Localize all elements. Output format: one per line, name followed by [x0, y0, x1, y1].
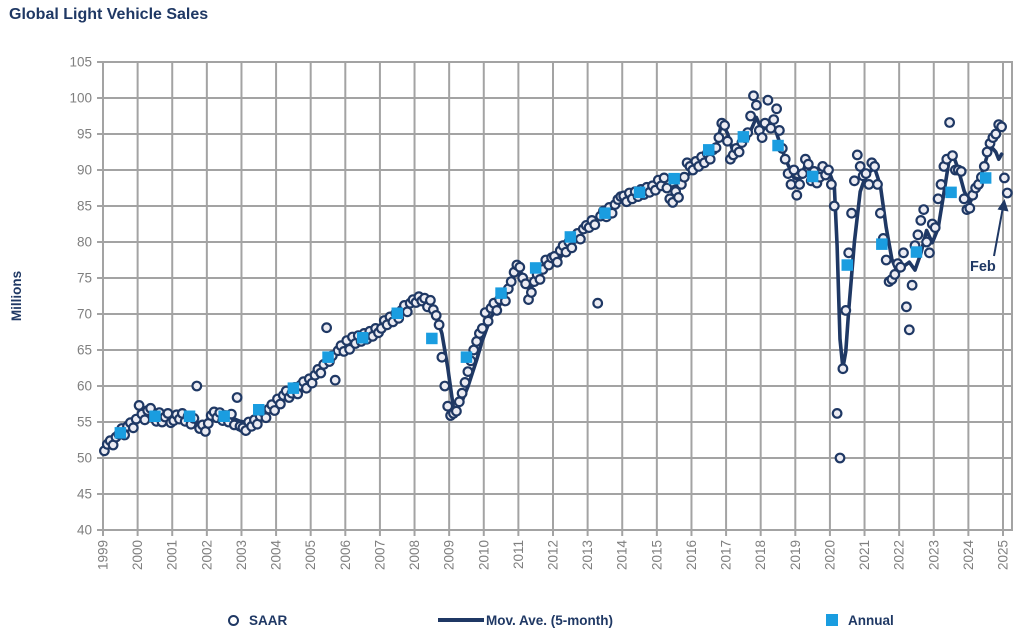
gridlines	[102, 61, 1012, 531]
feb-annotation-arrow	[993, 206, 1004, 257]
svg-text:2025: 2025	[996, 540, 1011, 570]
saar-scatter-points	[98, 90, 1013, 464]
svg-text:2009: 2009	[442, 540, 457, 570]
svg-text:2019: 2019	[788, 540, 803, 570]
legend-item-moving-average: Mov. Ave. (5-month)	[438, 608, 613, 632]
svg-text:2006: 2006	[338, 540, 353, 570]
svg-text:50: 50	[77, 451, 92, 466]
legend-label: SAAR	[249, 612, 288, 628]
feb-annotation-label: Feb	[970, 259, 996, 275]
svg-text:70: 70	[77, 307, 92, 322]
svg-text:2023: 2023	[926, 540, 941, 570]
annual-square-marker-icon	[826, 614, 838, 626]
svg-text:60: 60	[77, 379, 92, 394]
svg-text:2008: 2008	[407, 540, 422, 570]
x-axis-tick-labels: 1999 2000 2001 2002 2003 2004 2005 2006 2007 2008…	[96, 540, 1011, 571]
svg-text:2014: 2014	[615, 540, 630, 571]
legend-label: Mov. Ave. (5-month)	[486, 612, 613, 628]
svg-text:2013: 2013	[580, 540, 595, 570]
svg-text:2002: 2002	[199, 540, 214, 570]
svg-text:2015: 2015	[649, 540, 664, 570]
moving-average-line	[108, 115, 1004, 447]
svg-text:2003: 2003	[234, 540, 249, 570]
saar-circle-marker-icon	[228, 614, 239, 626]
svg-text:2012: 2012	[546, 540, 561, 570]
svg-text:65: 65	[77, 343, 92, 358]
svg-text:100: 100	[69, 91, 92, 106]
legend-item-annual: Annual	[826, 608, 894, 632]
svg-text:2000: 2000	[130, 540, 145, 570]
feb-annotation-arrowhead	[997, 199, 1009, 212]
svg-text:2004: 2004	[269, 540, 284, 571]
feb-annotation: Feb	[970, 199, 1009, 275]
svg-text:2021: 2021	[857, 540, 872, 570]
svg-text:90: 90	[77, 163, 92, 178]
axis-ticks	[97, 61, 1005, 536]
svg-text:105: 105	[69, 55, 92, 70]
moving-average-line-marker-icon	[438, 618, 484, 622]
svg-text:2020: 2020	[822, 540, 837, 570]
svg-text:2007: 2007	[372, 540, 387, 570]
sales-chart-plot: 40 45 50 55 60 65 70 75 80 85 90 95 100 105 1999 2000 20…	[9, 55, 1013, 571]
svg-text:40: 40	[77, 523, 92, 538]
svg-text:45: 45	[77, 487, 92, 502]
svg-text:55: 55	[77, 415, 92, 430]
legend-item-saar: SAAR	[228, 608, 287, 632]
svg-text:85: 85	[77, 199, 92, 214]
svg-text:80: 80	[77, 235, 92, 250]
svg-text:2011: 2011	[511, 540, 526, 569]
legend-label: Annual	[848, 612, 894, 628]
svg-text:2017: 2017	[719, 540, 734, 570]
svg-text:95: 95	[77, 127, 92, 142]
plot-border	[102, 61, 1013, 531]
y-axis-tick-labels: 40 45 50 55 60 65 70 75 80 85 90 95 100 105	[69, 55, 92, 538]
svg-text:2005: 2005	[303, 540, 318, 570]
chart-legend: SAAR Mov. Ave. (5-month) Annual	[0, 608, 1024, 634]
svg-text:2001: 2001	[165, 540, 180, 570]
svg-text:2016: 2016	[684, 540, 699, 570]
y-axis-title: Millions	[9, 271, 24, 321]
annual-square-points	[114, 131, 992, 439]
chart-title: Global Light Vehicle Sales	[9, 6, 209, 23]
svg-text:1999: 1999	[96, 540, 111, 570]
svg-text:2018: 2018	[753, 540, 768, 570]
svg-text:2010: 2010	[476, 540, 491, 570]
svg-text:2024: 2024	[961, 540, 976, 571]
svg-text:2022: 2022	[892, 540, 907, 570]
svg-text:75: 75	[77, 271, 92, 286]
